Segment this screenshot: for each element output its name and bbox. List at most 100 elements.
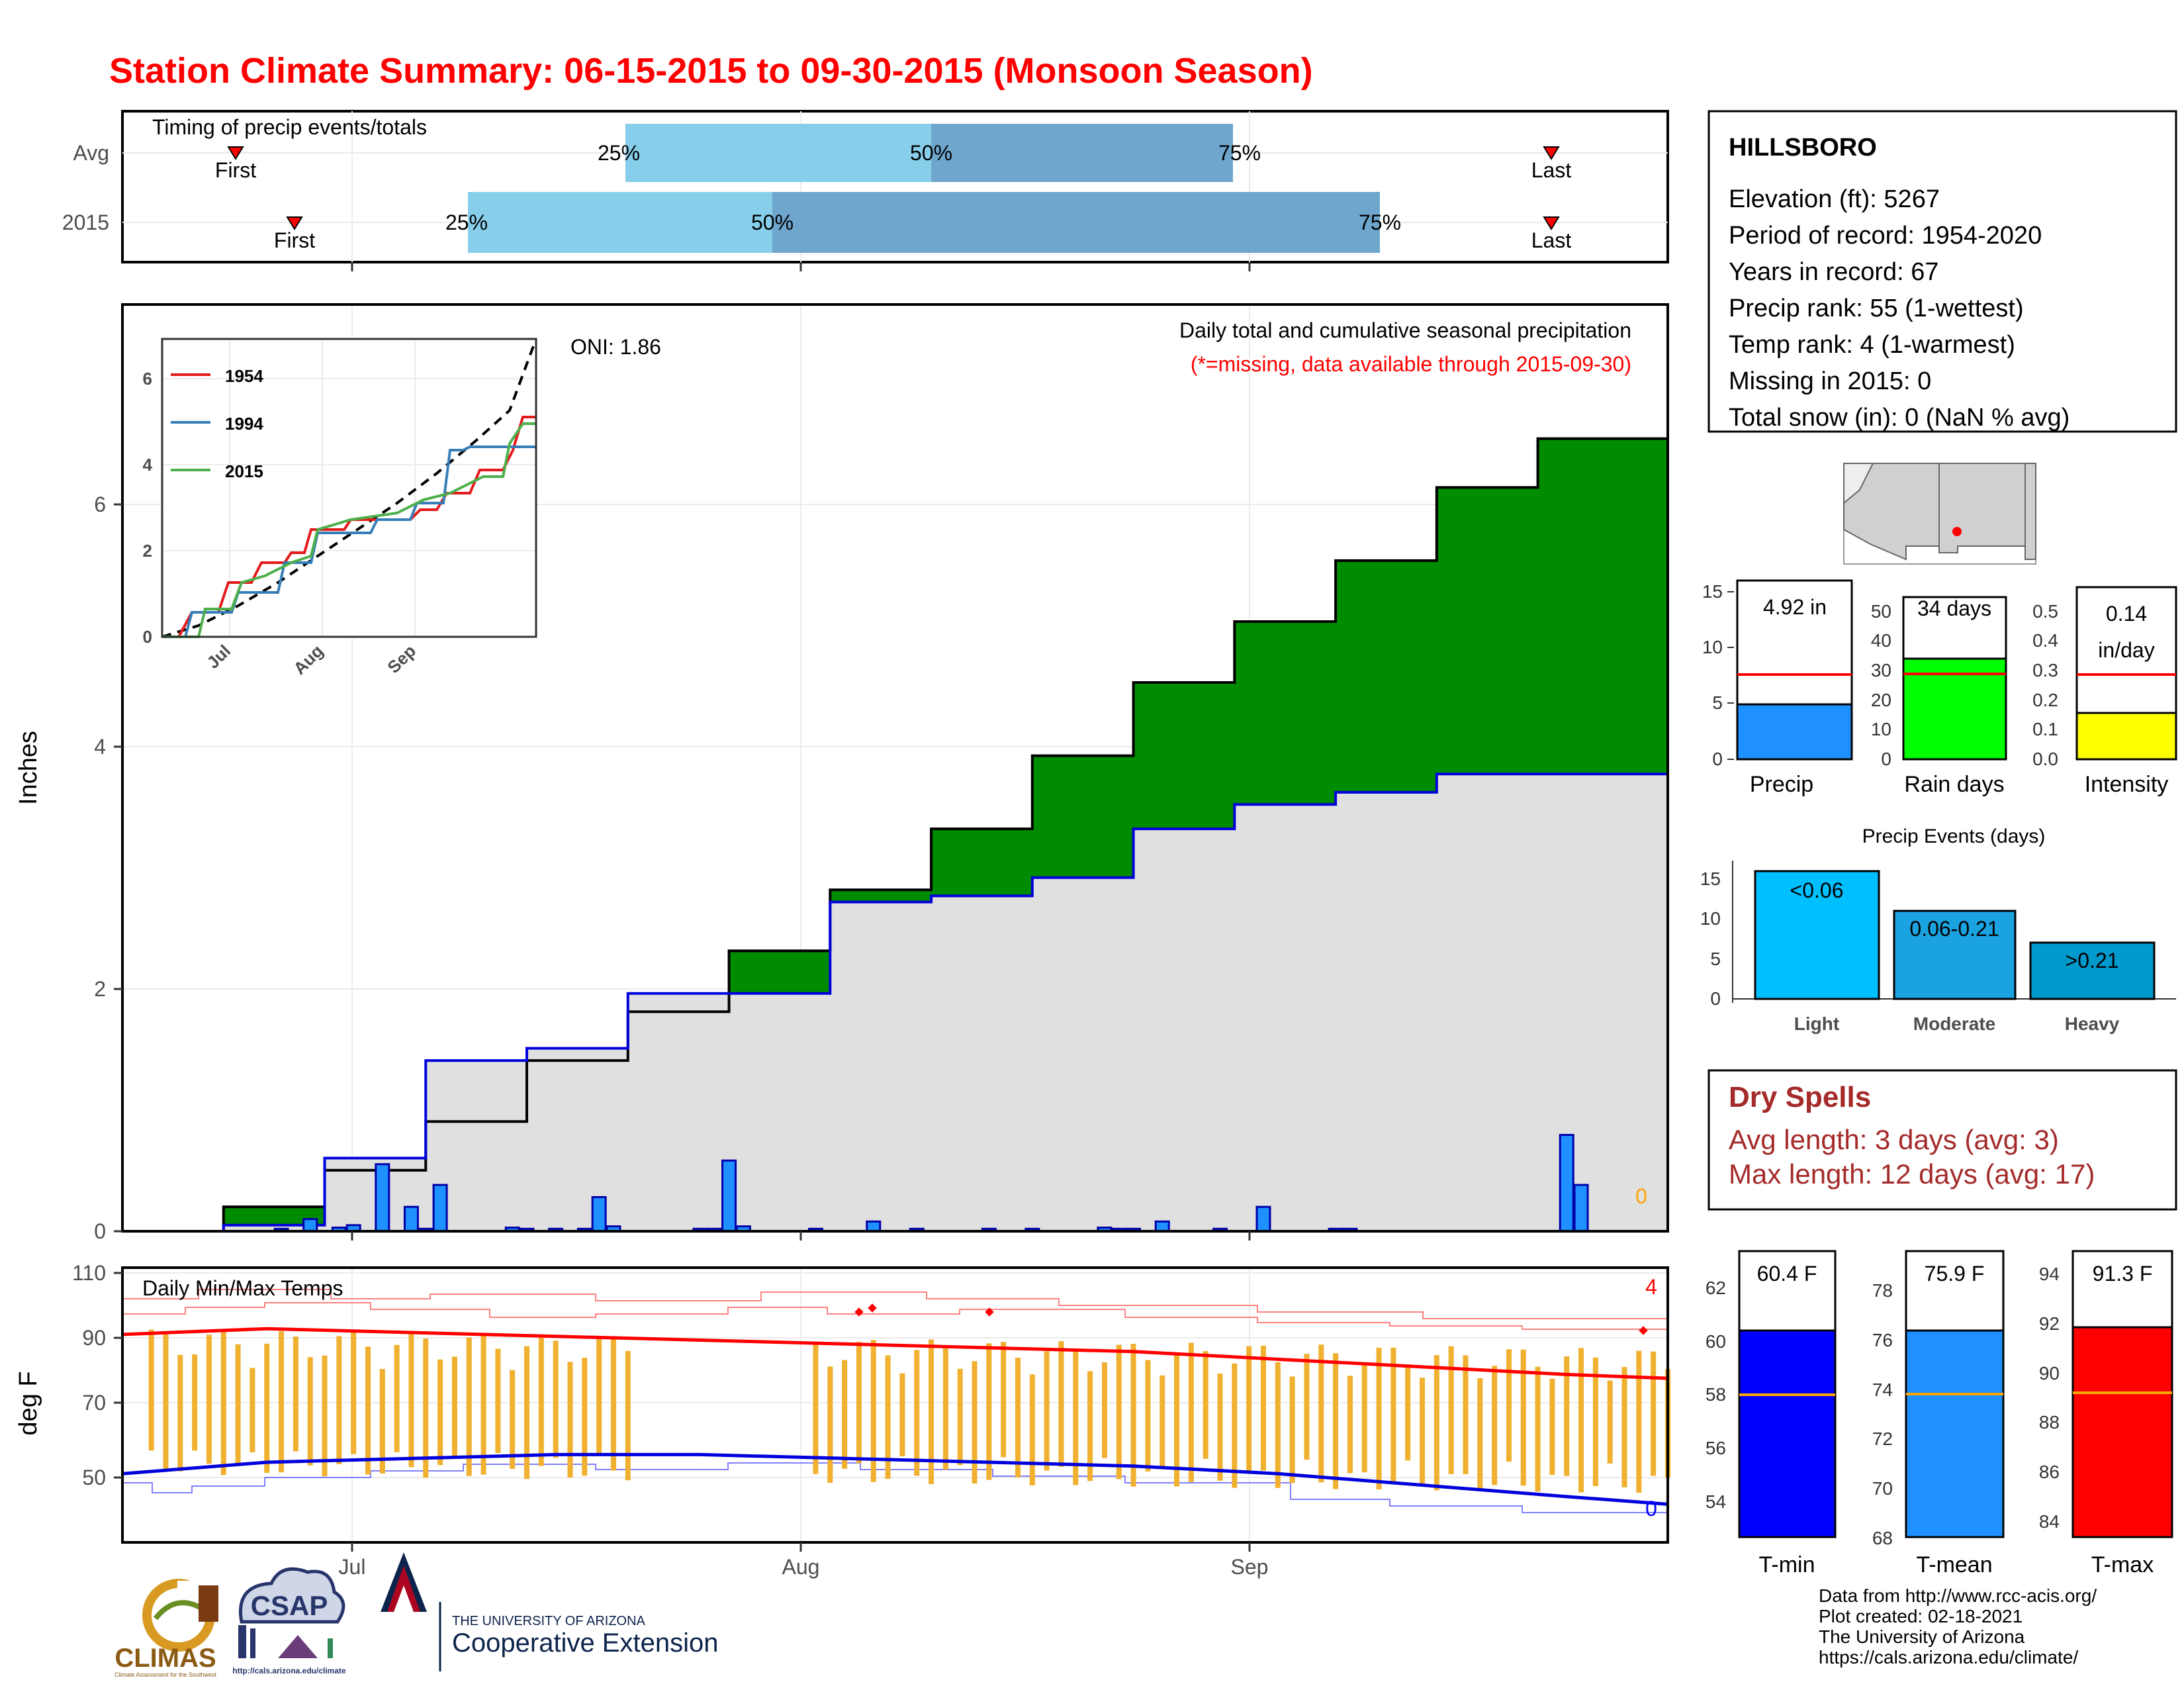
tmean-ytick-72: 72 — [1872, 1429, 1893, 1449]
station-temp-rank: Temp rank: 4 (1-warmest) — [1729, 331, 2015, 359]
daily-temp-bar — [1160, 1375, 1165, 1469]
y2015-q2-q3-bar — [772, 192, 1380, 253]
daily-temp-bar — [885, 1355, 891, 1479]
daily-temp-bar — [293, 1336, 298, 1452]
tmean-value-label: 75.9 F — [1925, 1262, 1985, 1286]
record-high-marker-4 — [1639, 1326, 1648, 1335]
tmean-ytick-74: 74 — [1872, 1380, 1893, 1400]
intensity-label: 0.14 — [2106, 602, 2147, 626]
station-period: Period of record: 1954-2020 — [1729, 222, 2042, 250]
daily-temp-bar — [379, 1369, 385, 1474]
daily-temp-bar — [1448, 1346, 1454, 1474]
daily-temp-bar — [1564, 1356, 1570, 1476]
daily-temp-bar — [408, 1333, 414, 1468]
daily-temp-bar — [480, 1334, 486, 1475]
daily-temp-bar — [1217, 1373, 1223, 1481]
ua-small-text: THE UNIVERSITY OF ARIZONA — [452, 1614, 646, 1628]
missing-count: 0 — [1635, 1184, 1647, 1208]
avg-q1-q2-bar — [625, 124, 931, 182]
daily-temp-bar — [625, 1350, 631, 1481]
intensity-bar — [2075, 712, 2177, 761]
csap-logo-url: http://cals.arizona.edu/climate — [232, 1666, 346, 1675]
daily-temp-bar — [163, 1334, 169, 1472]
daily-temp-bar — [1130, 1344, 1136, 1487]
daily-precip-bar — [432, 1184, 448, 1233]
inset-ytick-2: 2 — [143, 541, 152, 561]
daily-temp-bar — [1101, 1362, 1107, 1458]
events-ytick-10: 10 — [1700, 908, 1721, 929]
intensity-ytick-04: 0.4 — [2032, 630, 2058, 651]
avg-max-line — [122, 1327, 1668, 1380]
precip-ytick-6: 6 — [94, 492, 106, 516]
tmax-ytick-88: 88 — [2039, 1412, 2060, 1432]
xtick-aug: Aug — [782, 1555, 820, 1579]
precip-events-title: Precip Events (days) — [1862, 825, 2046, 847]
daily-temp-bar — [524, 1346, 530, 1479]
precip-total-bar — [1736, 703, 1853, 761]
daily-precip-bar — [302, 1218, 318, 1233]
daily-temp-bar — [322, 1355, 328, 1477]
tmin-bar — [1738, 1329, 1837, 1538]
rain-days-ytick-50: 50 — [1871, 601, 1891, 622]
daily-temp-bar — [1607, 1380, 1613, 1464]
timing-panel-label: Timing of precip events/totals — [152, 115, 427, 139]
intensity-category: Intensity — [2085, 772, 2169, 797]
rain-days-ytick-0: 0 — [1881, 749, 1891, 769]
y2015-p50-label: 50% — [751, 211, 794, 234]
tmean-ytick-76: 76 — [1872, 1330, 1893, 1350]
precip-average-area — [122, 389, 1669, 1233]
daily-temp-bar — [1506, 1349, 1512, 1462]
daily-precip-bar — [866, 1220, 882, 1233]
station-location-dot — [1952, 527, 1962, 536]
inset-series-1994 — [162, 445, 536, 638]
temp-ylabel: deg F — [15, 1371, 42, 1435]
daily-temp-bar — [1376, 1348, 1382, 1490]
events-moderate-bar — [1893, 910, 2017, 1000]
daily-temp-bar — [870, 1340, 876, 1482]
temp-summary-bars: 54 56 58 60 62 60.4 F T-min 68 70 72 74 … — [1706, 1250, 2173, 1577]
y2015-q1-q2-bar — [468, 192, 772, 253]
inset-legend-1954: 1954 — [225, 366, 263, 386]
station-info-box: HILLSBORO Elevation (ft): 5267 Period of… — [1707, 110, 2177, 433]
rain-days-label: 34 days — [1917, 596, 1991, 620]
daily-temp-bar — [827, 1366, 833, 1483]
station-snow: Total snow (in): 0 (NaN % avg) — [1729, 404, 2070, 432]
daily-temp-bar — [1304, 1354, 1310, 1460]
events-ytick-15: 15 — [1700, 868, 1721, 889]
dry-spells-avg: Avg length: 3 days (avg: 3) — [1729, 1124, 2059, 1155]
y2015-p25-label: 25% — [445, 211, 488, 234]
precip-summary-bars: 0 5 10 15 4.92 in Precip 0 10 20 30 40 5… — [1702, 579, 2177, 797]
daily-temp-bar — [250, 1368, 255, 1452]
daily-temp-bar — [1087, 1371, 1093, 1481]
tmax-ytick-86: 86 — [2039, 1462, 2060, 1482]
daily-temp-bar — [365, 1346, 371, 1475]
tmin-ytick-54: 54 — [1706, 1491, 1726, 1512]
timing-row-2015-label: 2015 — [62, 211, 109, 234]
intensity-ytick-02: 0.2 — [2032, 690, 2058, 710]
daily-temp-bar — [1145, 1360, 1151, 1472]
events-heavy-category: Heavy — [2065, 1013, 2120, 1034]
csap-logo: CSAP http://cals.arizona.edu/climate — [232, 1567, 346, 1675]
daily-temp-bar — [1390, 1347, 1396, 1484]
daily-temp-bar — [1232, 1363, 1238, 1488]
daily-temp-bar — [1361, 1364, 1367, 1473]
dry-spells-title: Dry Spells — [1729, 1081, 1871, 1113]
daily-temp-bar — [1333, 1353, 1339, 1489]
footer-plot-created: Plot created: 02-18-2021 — [1819, 1606, 2023, 1626]
rain-days-bar — [1902, 657, 2007, 761]
events-light-label: <0.06 — [1790, 878, 1844, 902]
events-light-category: Light — [1794, 1013, 1839, 1034]
dry-spells-max: Max length: 12 days (avg: 17) — [1729, 1158, 2095, 1190]
record-high-marker-2 — [868, 1303, 877, 1313]
avg-first-label: First — [215, 158, 256, 182]
inset-ytick-6: 6 — [143, 369, 152, 389]
daily-temp-bar — [235, 1344, 241, 1464]
temp-panel-title: Daily Min/Max Temps — [142, 1276, 343, 1300]
events-moderate-label: 0.06-0.21 — [1909, 917, 1999, 941]
daily-temp-bar — [1433, 1355, 1439, 1491]
y2015-last-label: Last — [1531, 228, 1572, 252]
daily-temp-bar — [510, 1370, 516, 1469]
daily-temp-bar — [451, 1356, 457, 1456]
y2015-p75-label: 75% — [1359, 211, 1401, 234]
